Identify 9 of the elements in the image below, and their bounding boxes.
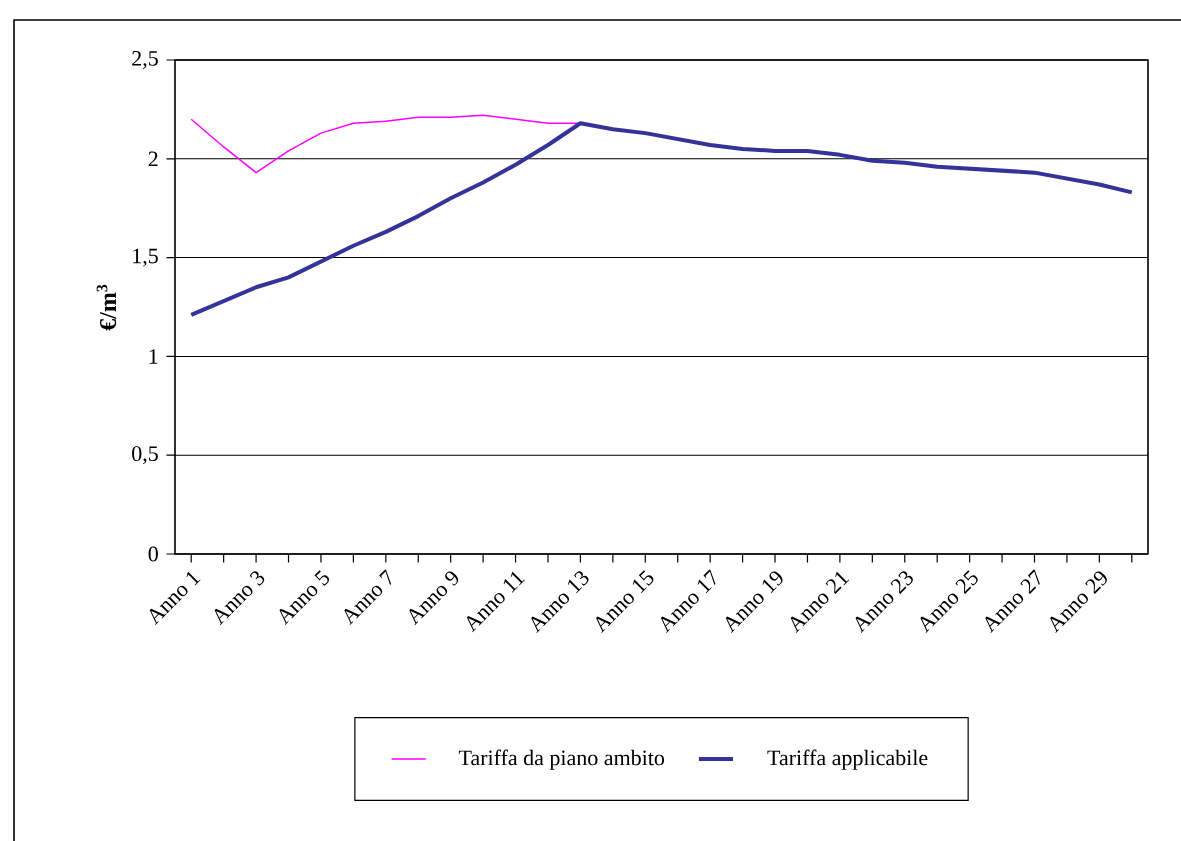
y-tick-label: 0 [148,546,158,562]
y-tick-label: 1 [149,349,158,364]
legend-label: Tariffa da piano ambito [458,749,665,770]
y-tick-label: 0,5 [132,446,158,465]
y-axis-title: €/m$^{3}$ [96,284,117,331]
y-tick-label: 2,5 [132,51,158,69]
y-tick-label: 1,5 [133,248,158,267]
legend-label: Tariffa applicabile [767,749,928,770]
y-tick-label: 2 [148,151,158,167]
